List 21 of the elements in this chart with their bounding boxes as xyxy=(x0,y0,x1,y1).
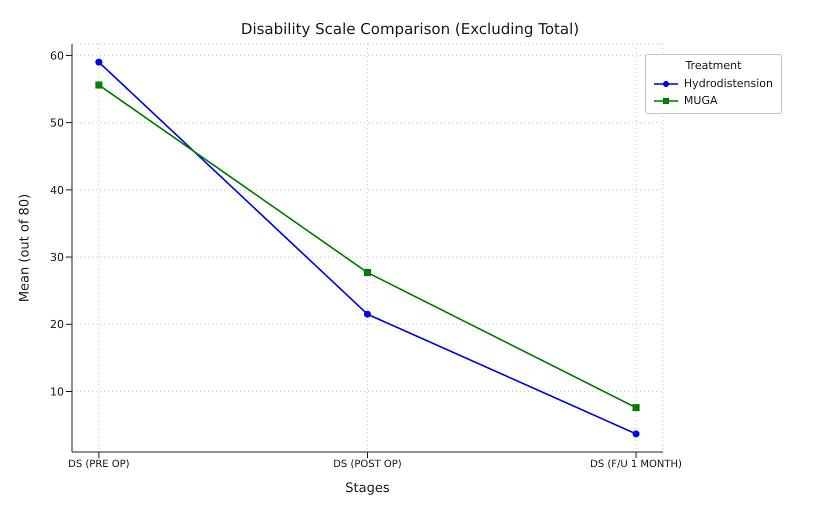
legend-label: MUGA xyxy=(684,93,718,109)
legend-title: Treatment xyxy=(684,59,742,72)
y-axis-title: Mean (out of 80) xyxy=(18,194,33,302)
y-tick-label: 50 xyxy=(50,116,64,130)
y-tick-label: 10 xyxy=(50,385,64,398)
x-tick-label: DS (POST OP) xyxy=(333,459,402,470)
point xyxy=(95,82,102,88)
point xyxy=(95,58,102,66)
y-tick-label: 40 xyxy=(50,184,64,197)
point xyxy=(632,430,640,438)
x-axis-title: Stages xyxy=(345,481,390,496)
y-tick-label: 30 xyxy=(50,250,64,264)
legend-label: Hydrodistension xyxy=(684,76,773,92)
point xyxy=(364,310,371,318)
point xyxy=(632,404,640,412)
point xyxy=(364,269,371,276)
x-tick-label: DS (F/U 1 MONTH) xyxy=(590,459,682,470)
y-tick-label: 60 xyxy=(50,49,64,62)
y-tick-label: 20 xyxy=(50,318,64,332)
chart-title: Disability Scale Comparison (Excluding Total) xyxy=(240,20,580,38)
x-tick-label: DS (PRE OP) xyxy=(68,459,130,470)
